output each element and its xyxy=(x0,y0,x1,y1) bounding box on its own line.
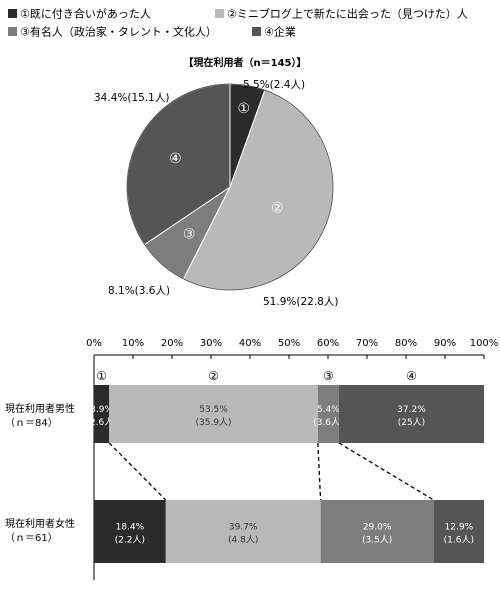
pie-slice-marker-2: ② xyxy=(271,200,284,216)
pie-slice-label-1: 5.5%(2.4人) xyxy=(243,79,305,91)
connector-line-3 xyxy=(338,442,435,501)
legend-swatch-3 xyxy=(8,27,17,36)
x-tick-label: 80% xyxy=(395,338,417,349)
x-tick-label: 0% xyxy=(86,338,102,349)
bar-value-label: 3.9% xyxy=(90,405,113,415)
x-tick-label: 40% xyxy=(239,338,261,349)
segment-marker-3: ③ xyxy=(323,369,334,383)
bar-segment-female-4 xyxy=(433,500,484,563)
pie-slice-label-3: 8.1%(3.6人) xyxy=(108,285,170,297)
legend-swatch-1 xyxy=(8,9,17,18)
bar-people-label: (1.6人) xyxy=(444,535,474,546)
legend-label-3: ③有名人（政治家・タレント・文化人） xyxy=(20,25,217,39)
legend-label-1: ①既に付き合いがあった人 xyxy=(20,7,151,21)
category-label-male: 現在利用者男性 xyxy=(5,402,75,415)
bar-segment-female-2 xyxy=(165,500,321,563)
category-label-female: 現在利用者女性 xyxy=(5,517,75,530)
stacked-bar-chart: 0% 10% 20% 30% 40% 50% 60% 70% 80% 90% 100% 3.9% (2.… xyxy=(86,338,498,580)
bar-segment-male-3 xyxy=(317,385,339,443)
connector-line-1 xyxy=(108,442,167,501)
segment-marker-4: ④ xyxy=(406,369,417,383)
legend: ①既に付き合いがあった人 ②ミニブログ上で新たに出会った（見つけた）人 ③有名人… xyxy=(8,7,468,39)
bar-segment-female-3 xyxy=(320,500,434,563)
legend-swatch-2 xyxy=(215,9,224,18)
x-tick-label: 90% xyxy=(434,338,456,349)
legend-swatch-4 xyxy=(252,27,261,36)
x-tick-label: 30% xyxy=(200,338,222,349)
pie-title: 【現在利用者（n＝145）】 xyxy=(184,56,307,69)
pie-chart: ① ② ③ ④ xyxy=(126,83,334,291)
pie-slice-label-4: 34.4%(15.1人) xyxy=(94,92,169,104)
bar-people-label: (25人) xyxy=(398,417,425,428)
pie-outline xyxy=(126,83,334,291)
bar-value-label: 37.2% xyxy=(397,405,426,415)
x-tick-label: 20% xyxy=(161,338,183,349)
x-tick-label: 10% xyxy=(122,338,144,349)
pie-slice-marker-1: ① xyxy=(238,101,251,117)
bar-category-labels: 現在利用者男性 （ｎ＝84） 現在利用者女性 （ｎ＝61） xyxy=(5,402,75,544)
bar-value-label: 29.0% xyxy=(363,523,392,533)
bar-value-label: 5.4% xyxy=(317,405,340,415)
segment-marker-1: ① xyxy=(96,369,107,383)
category-n-male: （ｎ＝84） xyxy=(5,417,58,429)
bar-segment-male-2 xyxy=(109,385,318,443)
bar-people-label: (35.9人) xyxy=(196,417,232,428)
bar-value-label: 18.4% xyxy=(116,523,145,533)
pie-slice-labels: 5.5%(2.4人) 51.9%(22.8人) 8.1%(3.6人) 34.4%… xyxy=(94,79,338,308)
x-tick-label: 60% xyxy=(317,338,339,349)
legend-label-4: ④企業 xyxy=(264,25,296,39)
bar-people-label: (2.6人) xyxy=(86,417,116,428)
bar-value-label: 53.5% xyxy=(199,405,228,415)
bar-people-label: (3.6人) xyxy=(313,417,343,428)
pie-slice-marker-4: ④ xyxy=(169,151,182,167)
x-tick-label: 100% xyxy=(470,338,499,349)
bar-people-label: (4.8人) xyxy=(228,535,258,546)
x-tick-label: 50% xyxy=(278,338,300,349)
category-n-female: （ｎ＝61） xyxy=(5,532,58,544)
bar-people-label: (2.2人) xyxy=(115,535,145,546)
legend-label-2: ②ミニブログ上で新たに出会った（見つけた）人 xyxy=(227,7,468,21)
x-tick-label: 70% xyxy=(356,338,378,349)
bar-value-label: 39.7% xyxy=(229,523,258,533)
bar-people-label: (3.5人) xyxy=(362,535,392,546)
bar-value-label: 12.9% xyxy=(445,523,474,533)
pie-slice-marker-3: ③ xyxy=(183,226,196,242)
pie-slice-label-2: 51.9%(22.8人) xyxy=(263,296,338,308)
bar-segment-male-4 xyxy=(338,385,484,443)
bar-segment-male-1 xyxy=(94,385,110,443)
bar-segment-female-1 xyxy=(94,500,166,563)
segment-marker-2: ② xyxy=(208,369,219,383)
connector-line-2 xyxy=(317,442,322,501)
